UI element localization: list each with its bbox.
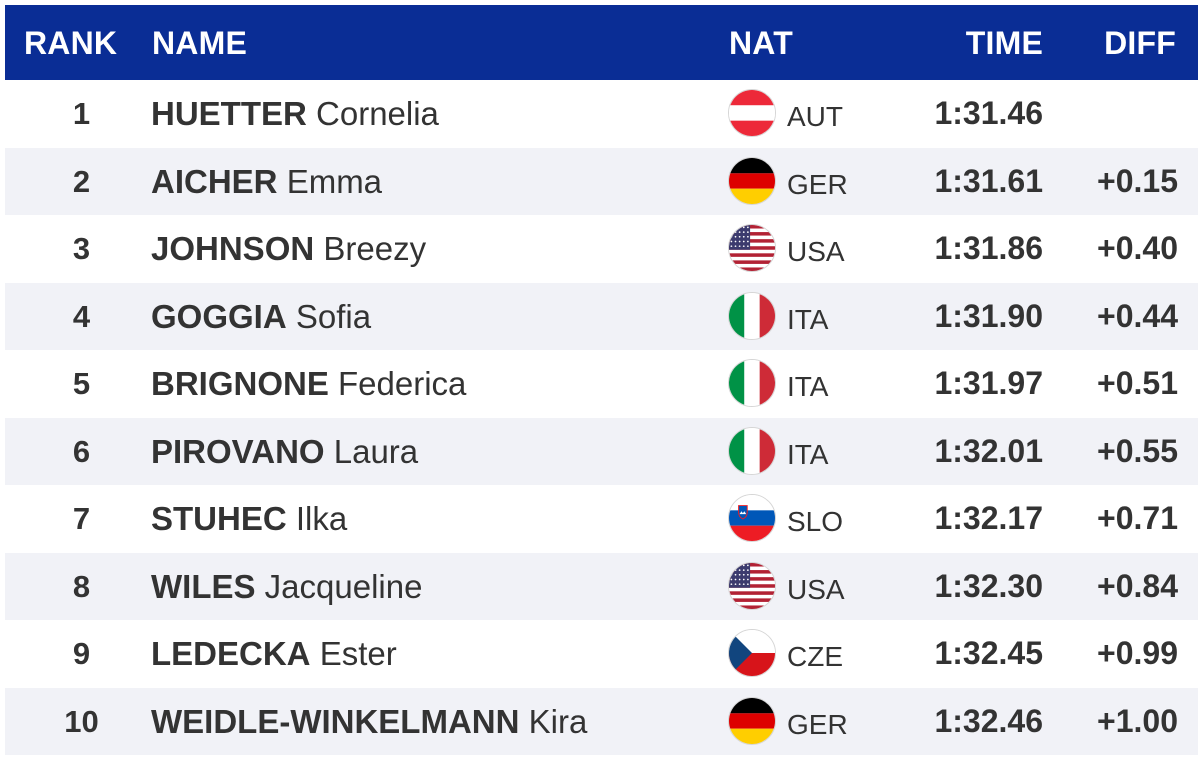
table-header: RANK NAME NAT TIME DIFF [5, 5, 1198, 80]
rank-cell: 7 [25, 485, 138, 553]
nation-code: ITA [787, 353, 828, 421]
rank-cell: 10 [25, 688, 138, 756]
nation-code: ITA [787, 286, 828, 354]
athlete-name[interactable]: PIROVANO Laura [151, 418, 418, 486]
athlete-name[interactable]: BRIGNONE Federica [151, 350, 466, 418]
rank-cell: 4 [25, 283, 138, 351]
time-cell: 1:31.97 [934, 350, 1043, 418]
diff-cell: +0.99 [1097, 620, 1178, 688]
flag-italy-icon [728, 359, 776, 407]
diff-cell: +1.00 [1097, 688, 1178, 756]
athlete-first-name: Breezy [323, 230, 426, 267]
time-cell: 1:32.46 [934, 688, 1043, 756]
athlete-first-name: Jacqueline [265, 568, 423, 605]
header-nat[interactable]: NAT [729, 25, 793, 62]
time-cell: 1:32.17 [934, 485, 1043, 553]
athlete-name[interactable]: WEIDLE-WINKELMANN Kira [151, 688, 587, 756]
athlete-last-name: PIROVANO [151, 433, 325, 470]
time-cell: 1:31.90 [934, 283, 1043, 351]
header-time[interactable]: TIME [966, 25, 1043, 62]
athlete-last-name: STUHEC [151, 500, 287, 537]
nation-code: USA [787, 556, 845, 624]
rank-cell: 2 [25, 148, 138, 216]
time-cell: 1:32.30 [934, 553, 1043, 621]
athlete-last-name: JOHNSON [151, 230, 314, 267]
athlete-last-name: WEIDLE-WINKELMANN [151, 703, 519, 740]
flag-italy-icon [728, 427, 776, 475]
diff-cell: +0.71 [1097, 485, 1178, 553]
diff-cell: +0.55 [1097, 418, 1178, 486]
nation-code: GER [787, 691, 848, 758]
athlete-name[interactable]: LEDECKA Ester [151, 620, 397, 688]
athlete-last-name: LEDECKA [151, 635, 311, 672]
flag-czechia-icon [728, 629, 776, 677]
flag-slovenia-icon [728, 494, 776, 542]
athlete-first-name: Ilka [296, 500, 347, 537]
athlete-name[interactable]: STUHEC Ilka [151, 485, 347, 553]
athlete-first-name: Sofia [296, 298, 371, 335]
athlete-first-name: Cornelia [316, 95, 439, 132]
athlete-name[interactable]: WILES Jacqueline [151, 553, 422, 621]
nation-code: GER [787, 151, 848, 219]
diff-cell: +0.40 [1097, 215, 1178, 283]
athlete-last-name: WILES [151, 568, 256, 605]
diff-cell: +0.51 [1097, 350, 1178, 418]
athlete-first-name: Federica [338, 365, 466, 402]
time-cell: 1:32.01 [934, 418, 1043, 486]
athlete-first-name: Kira [529, 703, 588, 740]
flag-austria-icon [728, 89, 776, 137]
athlete-first-name: Laura [334, 433, 418, 470]
flag-usa-icon [728, 562, 776, 610]
header-name[interactable]: NAME [152, 25, 247, 62]
athlete-last-name: BRIGNONE [151, 365, 329, 402]
athlete-first-name: Ester [320, 635, 397, 672]
athlete-name[interactable]: AICHER Emma [151, 148, 382, 216]
time-cell: 1:32.45 [934, 620, 1043, 688]
diff-cell: +0.15 [1097, 148, 1178, 216]
time-cell: 1:31.61 [934, 148, 1043, 216]
flag-usa-icon [728, 224, 776, 272]
header-diff[interactable]: DIFF [1104, 25, 1176, 62]
athlete-last-name: HUETTER [151, 95, 307, 132]
athlete-first-name: Emma [287, 163, 382, 200]
time-cell: 1:31.86 [934, 215, 1043, 283]
nation-code: ITA [787, 421, 828, 489]
nation-code: SLO [787, 488, 843, 556]
rank-cell: 6 [25, 418, 138, 486]
diff-cell: +0.84 [1097, 553, 1178, 621]
header-rank[interactable]: RANK [24, 25, 117, 62]
nation-code: CZE [787, 623, 843, 691]
athlete-name[interactable]: GOGGIA Sofia [151, 283, 371, 351]
nation-code: AUT [787, 83, 843, 151]
rank-cell: 5 [25, 350, 138, 418]
athlete-last-name: AICHER [151, 163, 278, 200]
flag-germany-icon [728, 697, 776, 745]
flag-germany-icon [728, 157, 776, 205]
nation-code: USA [787, 218, 845, 286]
rank-cell: 9 [25, 620, 138, 688]
rank-cell: 1 [25, 80, 138, 148]
athlete-last-name: GOGGIA [151, 298, 287, 335]
rank-cell: 8 [25, 553, 138, 621]
diff-cell: +0.44 [1097, 283, 1178, 351]
athlete-name[interactable]: HUETTER Cornelia [151, 80, 439, 148]
time-cell: 1:31.46 [934, 80, 1043, 148]
athlete-name[interactable]: JOHNSON Breezy [151, 215, 426, 283]
rank-cell: 3 [25, 215, 138, 283]
flag-italy-icon [728, 292, 776, 340]
